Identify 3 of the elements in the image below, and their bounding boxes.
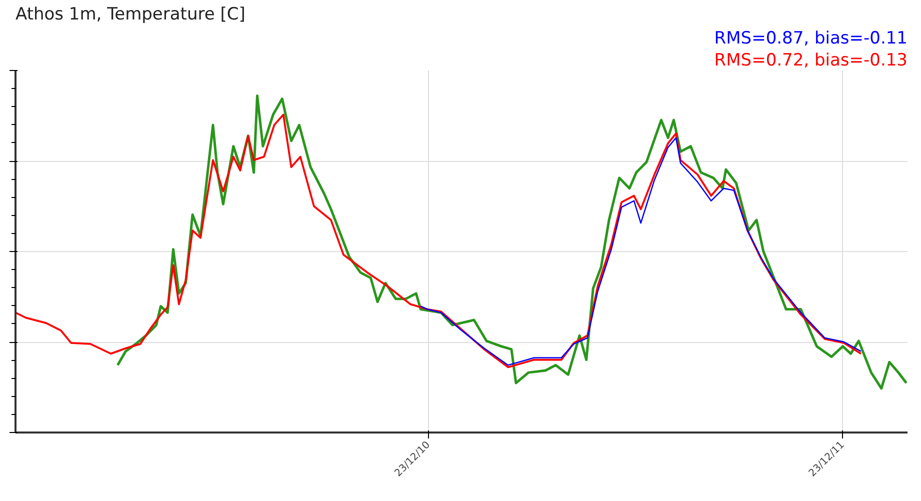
text: RMS=0.72, bias=-0.13 bbox=[714, 50, 908, 70]
text: RMS=0.87, bias=-0.11 bbox=[714, 28, 908, 48]
chart-title: Athos 1m, Temperature [C] bbox=[16, 4, 246, 24]
